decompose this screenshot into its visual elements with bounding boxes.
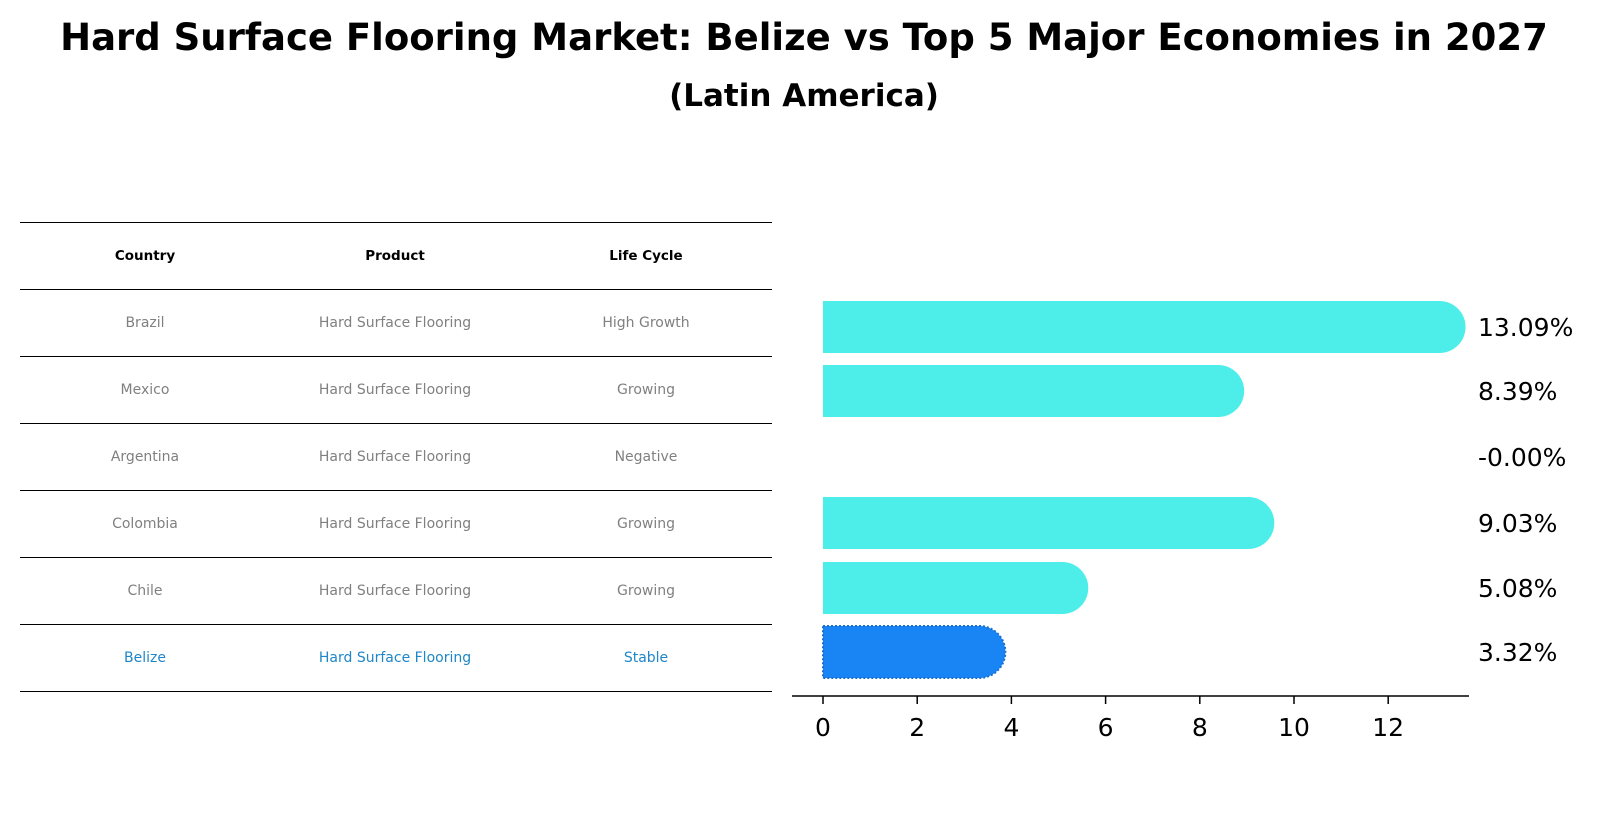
x-tick-label: 6 — [1098, 713, 1114, 742]
value-label: 9.03% — [1478, 509, 1557, 538]
table-header-row: Country Product Life Cycle — [20, 222, 772, 289]
table-row: Colombia Hard Surface Flooring Growing — [20, 490, 772, 557]
cell-product: Hard Surface Flooring — [318, 516, 472, 532]
x-tick-label: 10 — [1278, 713, 1310, 742]
table-row-highlighted: Belize Hard Surface Flooring Stable — [20, 624, 772, 692]
chart-subtitle: (Latin America) — [669, 78, 939, 114]
cell-product: Hard Surface Flooring — [318, 382, 472, 398]
cell-product: Hard Surface Flooring — [318, 315, 472, 331]
cell-product: Hard Surface Flooring — [318, 449, 472, 465]
cell-product: Hard Surface Flooring — [318, 650, 472, 666]
cell-country: Brazil — [125, 315, 165, 331]
header-product: Product — [365, 248, 425, 264]
cell-country: Belize — [124, 650, 166, 666]
value-label: 3.32% — [1478, 638, 1557, 667]
x-tick-label: 2 — [909, 713, 925, 742]
x-tick-label: 0 — [815, 713, 831, 742]
bar — [823, 301, 1466, 353]
table-row: Mexico Hard Surface Flooring Growing — [20, 356, 772, 423]
chart-title: Hard Surface Flooring Market: Belize vs … — [60, 16, 1548, 59]
table-row: Chile Hard Surface Flooring Growing — [20, 557, 772, 624]
x-tick-label: 12 — [1372, 713, 1404, 742]
x-tick-label: 8 — [1192, 713, 1208, 742]
value-label: 13.09% — [1478, 313, 1573, 342]
bar — [823, 497, 1275, 549]
cell-life-cycle: Stable — [623, 650, 669, 666]
bar — [823, 562, 1089, 614]
header-country: Country — [114, 248, 176, 264]
cell-life-cycle: Negative — [614, 449, 678, 465]
value-label: 8.39% — [1478, 377, 1557, 406]
value-label: -0.00% — [1478, 443, 1566, 472]
cell-country: Mexico — [120, 382, 170, 398]
table-row: Argentina Hard Surface Flooring Negative — [20, 423, 772, 490]
value-label: 5.08% — [1478, 574, 1557, 603]
header-life-cycle: Life Cycle — [609, 248, 683, 264]
cell-life-cycle: Growing — [617, 516, 675, 532]
cell-country: Colombia — [112, 516, 178, 532]
cell-product: Hard Surface Flooring — [318, 583, 472, 599]
cell-country: Chile — [127, 583, 163, 599]
table-row: Brazil Hard Surface Flooring High Growth — [20, 289, 772, 356]
comparison-table: Country Product Life Cycle Brazil Hard S… — [20, 222, 772, 692]
cell-life-cycle: Growing — [617, 583, 675, 599]
bar-highlighted — [822, 625, 1007, 679]
cell-country: Argentina — [110, 449, 180, 465]
x-tick-label: 4 — [1003, 713, 1019, 742]
cell-life-cycle: Growing — [617, 382, 675, 398]
cell-life-cycle: High Growth — [602, 315, 690, 331]
bar — [823, 365, 1245, 417]
